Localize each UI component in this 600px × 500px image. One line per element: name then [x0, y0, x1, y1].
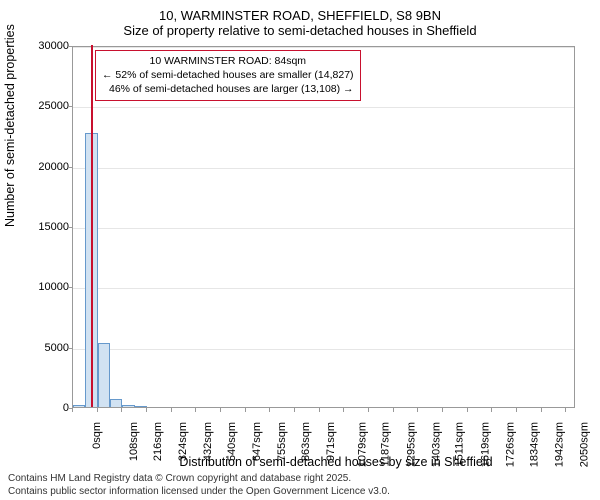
y-tick-mark — [68, 287, 72, 288]
x-tick-label: 1295sqm — [405, 422, 417, 467]
y-tick-mark — [68, 348, 72, 349]
gridline — [73, 288, 574, 289]
y-tick-mark — [68, 167, 72, 168]
x-tick-mark — [442, 408, 443, 412]
gridline — [73, 228, 574, 229]
gridline — [73, 107, 574, 108]
histogram-bar — [135, 406, 147, 407]
x-tick-label: 1079sqm — [356, 422, 368, 467]
footer: Contains HM Land Registry data © Crown c… — [8, 473, 390, 498]
histogram-bar — [98, 343, 110, 407]
x-tick-label: 971sqm — [325, 422, 337, 461]
x-tick-mark — [72, 408, 73, 412]
gridline — [73, 168, 574, 169]
x-tick-label: 108sqm — [128, 422, 140, 461]
x-tick-mark — [195, 408, 196, 412]
x-tick-mark — [368, 408, 369, 412]
x-tick-mark — [171, 408, 172, 412]
x-tick-mark — [294, 408, 295, 412]
y-tick-label: 10000 — [29, 281, 69, 293]
histogram-bar — [122, 405, 134, 407]
y-tick-label: 0 — [29, 402, 69, 414]
y-tick-label: 20000 — [29, 161, 69, 173]
x-tick-label: 1511sqm — [454, 422, 466, 466]
x-tick-mark — [516, 408, 517, 412]
y-axis-label: Number of semi-detached properties — [3, 24, 17, 227]
x-tick-mark — [269, 408, 270, 412]
x-tick-label: 0sqm — [91, 422, 103, 449]
gridline — [73, 47, 574, 48]
x-tick-label: 1619sqm — [479, 422, 491, 467]
x-tick-label: 216sqm — [153, 422, 165, 461]
footer-line2: Contains public sector information licen… — [8, 486, 390, 499]
x-tick-label: 432sqm — [202, 422, 214, 461]
chart-title-line1: 10, WARMINSTER ROAD, SHEFFIELD, S8 9BN — [0, 0, 600, 23]
footer-line1: Contains HM Land Registry data © Crown c… — [8, 473, 390, 486]
chart-container: 10, WARMINSTER ROAD, SHEFFIELD, S8 9BN S… — [0, 0, 600, 500]
y-tick-label: 25000 — [29, 100, 69, 112]
x-tick-mark — [220, 408, 221, 412]
x-tick-mark — [121, 408, 122, 412]
x-tick-mark — [565, 408, 566, 412]
x-tick-label: 1834sqm — [529, 422, 541, 467]
x-tick-label: 1187sqm — [380, 422, 392, 466]
x-tick-label: 1942sqm — [553, 422, 565, 467]
x-tick-label: 755sqm — [276, 422, 288, 461]
annotation-line2: ← 52% of semi-detached houses are smalle… — [102, 68, 354, 82]
y-tick-mark — [68, 227, 72, 228]
y-tick-mark — [68, 46, 72, 47]
y-tick-label: 5000 — [29, 342, 69, 354]
y-tick-mark — [68, 106, 72, 107]
histogram-bar — [73, 405, 85, 407]
chart-title-line2: Size of property relative to semi-detach… — [0, 23, 600, 42]
x-tick-label: 1726sqm — [504, 422, 516, 467]
x-tick-mark — [245, 408, 246, 412]
x-tick-label: 647sqm — [251, 422, 263, 461]
x-tick-label: 863sqm — [300, 422, 312, 461]
x-tick-mark — [541, 408, 542, 412]
x-tick-mark — [467, 408, 468, 412]
y-tick-label: 15000 — [29, 221, 69, 233]
x-tick-label: 540sqm — [227, 422, 239, 461]
x-tick-mark — [417, 408, 418, 412]
x-tick-mark — [491, 408, 492, 412]
x-tick-label: 324sqm — [177, 422, 189, 461]
x-tick-label: 2050sqm — [578, 422, 590, 467]
x-tick-mark — [343, 408, 344, 412]
histogram-bar — [110, 399, 122, 407]
x-tick-label: 1403sqm — [430, 422, 442, 467]
x-tick-mark — [97, 408, 98, 412]
y-tick-label: 30000 — [29, 40, 69, 52]
annotation-line1: 10 WARMINSTER ROAD: 84sqm — [102, 54, 354, 68]
annotation-line3: 46% of semi-detached houses are larger (… — [102, 82, 354, 96]
x-tick-mark — [146, 408, 147, 412]
property-marker-line — [91, 45, 93, 407]
x-tick-mark — [319, 408, 320, 412]
x-tick-mark — [393, 408, 394, 412]
gridline — [73, 349, 574, 350]
annotation-box: 10 WARMINSTER ROAD: 84sqm← 52% of semi-d… — [95, 50, 361, 101]
